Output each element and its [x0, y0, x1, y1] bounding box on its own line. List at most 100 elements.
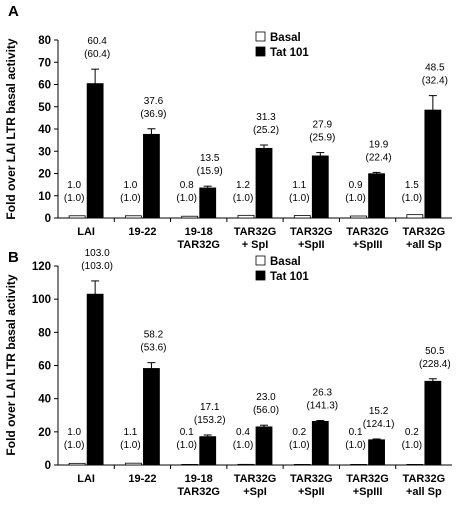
- data-label: 1.0: [67, 180, 81, 191]
- legend-label: Basal: [270, 32, 301, 44]
- x-category-label: 19-18: [185, 473, 213, 485]
- data-label: 26.3: [313, 388, 333, 399]
- bar-basal: [125, 215, 142, 219]
- bar-tat101: [143, 368, 160, 466]
- bar-basal: [350, 215, 367, 219]
- x-category-label: + SpI: [242, 239, 269, 251]
- data-label: 1.5: [405, 180, 419, 191]
- data-label: 1.1: [123, 427, 137, 438]
- y-tick-label: 80: [38, 327, 51, 339]
- bar-tat101: [368, 439, 385, 466]
- data-label: (25.2): [253, 125, 279, 136]
- y-tick-label: 40: [38, 124, 51, 136]
- data-label: (1.0): [402, 193, 423, 204]
- data-label: 13.5: [200, 153, 220, 164]
- x-category-label: +all Sp: [406, 486, 442, 498]
- data-label: (103.0): [81, 261, 113, 272]
- data-label: (60.4): [84, 49, 110, 60]
- data-label: 0.1: [349, 427, 363, 438]
- data-label: (1.0): [345, 440, 366, 451]
- data-label: (1.0): [176, 440, 197, 451]
- y-tick-label: 60: [38, 361, 51, 373]
- bar-basal: [293, 215, 311, 219]
- bar-basal: [237, 214, 255, 219]
- y-tick-label: 120: [32, 261, 51, 273]
- x-category-label: +all Sp: [406, 239, 442, 251]
- data-label: (32.4): [422, 76, 448, 87]
- x-category-label: 19-22: [128, 473, 156, 485]
- bar-tat101: [424, 109, 442, 219]
- x-category-label: TAR32G: [290, 226, 333, 238]
- x-category-label: 19-22: [128, 226, 156, 238]
- y-tick-label: 20: [38, 427, 51, 439]
- data-label: (1.0): [402, 440, 423, 451]
- data-label: 15.2: [369, 406, 389, 417]
- y-axis-label: Fold over LAI LTR basal activity: [4, 38, 18, 219]
- x-category-label: +SpII: [298, 486, 325, 498]
- data-label: 50.5: [425, 346, 445, 357]
- x-category-label: TAR32G: [177, 486, 220, 498]
- bar-basal: [68, 215, 86, 219]
- bar-tat101: [311, 420, 329, 466]
- data-label: (36.9): [140, 109, 166, 120]
- legend-swatch-basal: [255, 255, 266, 266]
- bar-basal: [237, 463, 255, 466]
- data-label: (124.1): [363, 419, 395, 430]
- y-tick-label: 10: [38, 191, 51, 203]
- data-label: (1.0): [64, 193, 85, 204]
- data-label: 37.6: [144, 96, 164, 107]
- data-label: 0.8: [180, 180, 194, 191]
- bar-tat101: [255, 147, 273, 219]
- data-label: 60.4: [87, 36, 107, 47]
- data-label: (1.0): [120, 440, 141, 451]
- y-tick-label: 20: [38, 169, 51, 181]
- x-category-label: +SpII: [298, 239, 325, 251]
- y-axis-label: Fold over LAI LTR basal activity: [4, 274, 18, 455]
- data-label: (1.0): [233, 440, 254, 451]
- bar-basal: [125, 462, 142, 466]
- x-category-label: TAR32G: [234, 226, 277, 238]
- bar-basal: [181, 463, 199, 466]
- panel-letter: A: [8, 3, 19, 20]
- chart-panel-a: A Fold over LAI LTR basal activity 0 10 20 30…: [4, 3, 452, 251]
- y-tick-label: 0: [45, 213, 51, 225]
- x-category-label: 19-18: [185, 226, 213, 238]
- bar-basal: [68, 462, 86, 466]
- bar-tat101: [86, 83, 104, 219]
- data-label: 103.0: [85, 248, 110, 259]
- bar-basal: [293, 463, 311, 466]
- legend: Basal Tat 101: [255, 31, 309, 59]
- x-category-label: TAR32G: [290, 473, 333, 485]
- data-label: 0.2: [405, 427, 419, 438]
- bar-basal: [406, 214, 424, 219]
- legend-label: Basal: [270, 256, 301, 268]
- bar-tat101: [86, 293, 104, 466]
- data-label: (228.4): [419, 359, 451, 370]
- data-label: (56.0): [253, 405, 279, 416]
- data-label: (1.0): [233, 193, 254, 204]
- x-category-label: +SpI: [243, 486, 267, 498]
- data-label: 1.0: [123, 180, 137, 191]
- bar-tat101: [199, 436, 217, 466]
- bar-tat101: [368, 173, 385, 219]
- x-category-label: TAR32G: [346, 226, 389, 238]
- x-category-label: LAI: [77, 473, 95, 485]
- y-tick-label: 100: [32, 294, 51, 306]
- bar-basal: [350, 463, 367, 466]
- data-label: (1.0): [289, 193, 310, 204]
- data-label: 17.1: [200, 402, 220, 413]
- panel-letter: B: [8, 249, 19, 266]
- data-label: 0.1: [180, 427, 194, 438]
- data-label: (153.2): [194, 415, 226, 426]
- data-label: (15.9): [197, 166, 223, 177]
- x-category-label: TAR32G: [177, 239, 220, 251]
- data-label: (141.3): [306, 401, 338, 412]
- x-category-label: +SpIII: [353, 486, 383, 498]
- data-label: 23.0: [256, 392, 276, 403]
- data-label: 58.2: [144, 330, 164, 341]
- legend-swatch-tat101: [255, 270, 266, 281]
- bar-tat101: [199, 187, 217, 219]
- data-label: (22.4): [366, 152, 392, 163]
- bar-tat101: [424, 380, 442, 466]
